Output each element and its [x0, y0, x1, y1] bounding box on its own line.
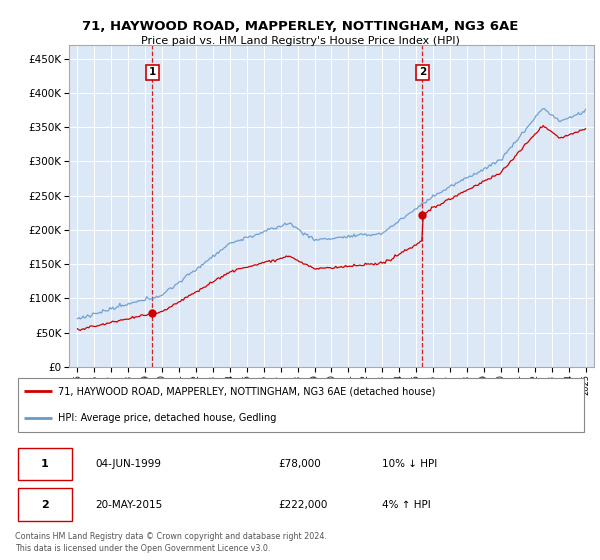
Text: 1: 1 — [149, 67, 156, 77]
FancyBboxPatch shape — [18, 448, 73, 480]
Text: £78,000: £78,000 — [278, 459, 322, 469]
Text: Price paid vs. HM Land Registry's House Price Index (HPI): Price paid vs. HM Land Registry's House … — [140, 36, 460, 46]
FancyBboxPatch shape — [18, 488, 73, 521]
Text: £222,000: £222,000 — [278, 500, 328, 510]
Text: 1: 1 — [41, 459, 49, 469]
Text: 20-MAY-2015: 20-MAY-2015 — [95, 500, 163, 510]
FancyBboxPatch shape — [18, 377, 584, 432]
Text: HPI: Average price, detached house, Gedling: HPI: Average price, detached house, Gedl… — [58, 413, 277, 423]
Text: Contains HM Land Registry data © Crown copyright and database right 2024.: Contains HM Land Registry data © Crown c… — [15, 532, 327, 541]
Text: This data is licensed under the Open Government Licence v3.0.: This data is licensed under the Open Gov… — [15, 544, 271, 553]
Text: 71, HAYWOOD ROAD, MAPPERLEY, NOTTINGHAM, NG3 6AE (detached house): 71, HAYWOOD ROAD, MAPPERLEY, NOTTINGHAM,… — [58, 386, 436, 396]
Text: 10% ↓ HPI: 10% ↓ HPI — [382, 459, 437, 469]
Text: 4% ↑ HPI: 4% ↑ HPI — [382, 500, 430, 510]
Text: 2: 2 — [41, 500, 49, 510]
Text: 2: 2 — [419, 67, 426, 77]
Text: 71, HAYWOOD ROAD, MAPPERLEY, NOTTINGHAM, NG3 6AE: 71, HAYWOOD ROAD, MAPPERLEY, NOTTINGHAM,… — [82, 20, 518, 32]
Text: 04-JUN-1999: 04-JUN-1999 — [95, 459, 161, 469]
